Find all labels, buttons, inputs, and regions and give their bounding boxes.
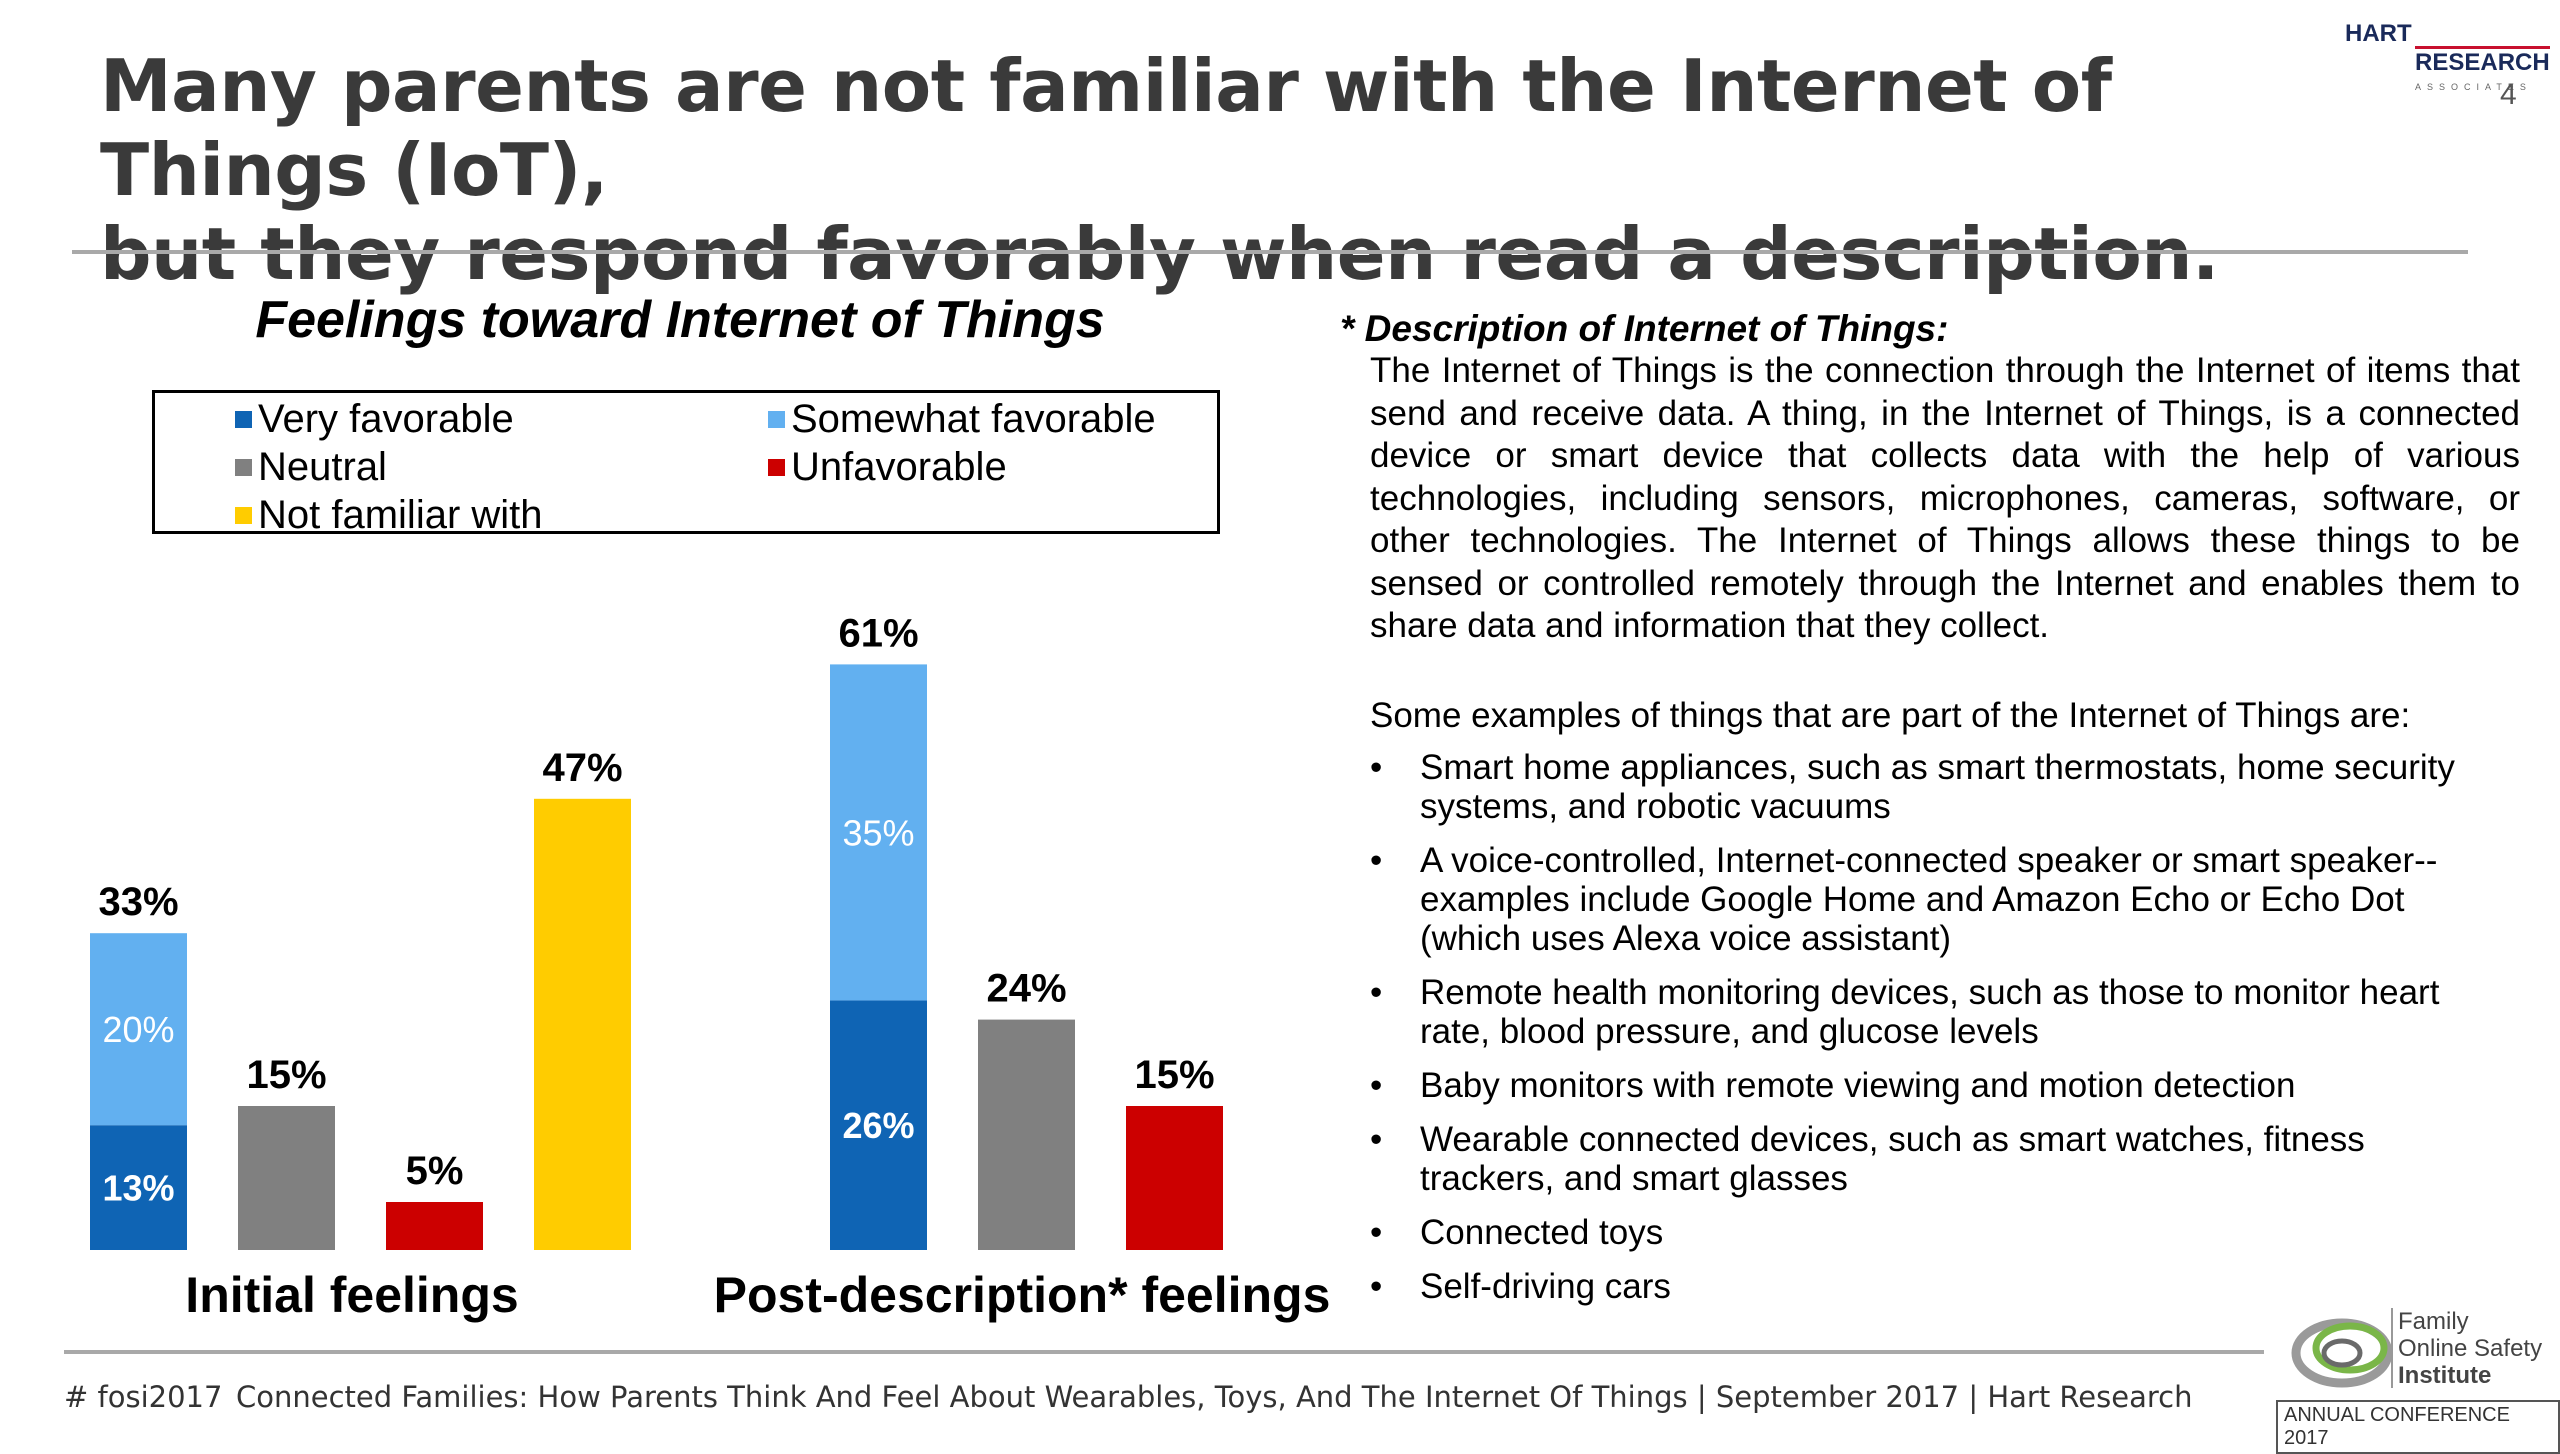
- legend-item-not-familiar: Not familiar with: [235, 491, 543, 539]
- bullet-icon: •: [1370, 748, 1383, 787]
- bar-total-label: 15%: [246, 1053, 326, 1097]
- bar-chart: 13% 20% 33% 15% 5% 47% Initial feelings 26% 35% 6…: [90, 611, 1331, 1323]
- legend-swatch: [235, 411, 252, 428]
- segment-data-label: 13%: [102, 1168, 174, 1209]
- example-text: Remote health monitoring devices, such a…: [1420, 973, 2440, 1051]
- legend-label: Very favorable: [258, 397, 514, 441]
- examples-intro: Some examples of things that are part of…: [1370, 696, 2411, 735]
- footer-divider: [64, 1350, 2264, 1354]
- example-text: Smart home appliances, such as smart the…: [1420, 748, 2455, 826]
- bar-total-label: 33%: [98, 880, 178, 924]
- legend-swatch: [235, 507, 252, 524]
- bar-total-label: 5%: [406, 1149, 464, 1193]
- list-item: • Wearable connected devices, such as sma…: [1370, 1120, 2500, 1198]
- segment-data-label: 26%: [842, 1105, 914, 1146]
- list-item: • Remote health monitoring devices, such …: [1370, 973, 2500, 1051]
- list-item: • Self-driving cars: [1370, 1267, 2500, 1306]
- segment-data-label: 35%: [842, 812, 914, 853]
- legend-item-very-favorable: Very favorable: [235, 395, 514, 443]
- title-line-2: but they respond favorably when read a d…: [100, 212, 2219, 296]
- fosi-logo-icon: [2291, 1308, 2393, 1388]
- fosi-name-line-1: Family: [2398, 1308, 2469, 1335]
- legend-label: Neutral: [258, 445, 387, 489]
- example-text: Connected toys: [1420, 1213, 1664, 1252]
- example-text: Baby monitors with remote viewing and mo…: [1420, 1066, 2296, 1105]
- legend-item-neutral: Neutral: [235, 443, 387, 491]
- fosi-name-line-2: Online Safety: [2398, 1335, 2543, 1362]
- category-axis-label: Initial feelings: [185, 1267, 518, 1323]
- chart-legend: Very favorable Somewhat favorable Neutra…: [152, 390, 1220, 537]
- example-text: A voice-controlled, Internet-connected s…: [1420, 841, 2438, 958]
- fosi-name-line-3: Institute: [2398, 1362, 2492, 1389]
- footer-citation: Connected Families: How Parents Think An…: [236, 1380, 2193, 1414]
- legend-swatch: [768, 459, 785, 476]
- bar-segment: [238, 1106, 335, 1250]
- examples-list: • Smart home appliances, such as smart th…: [1370, 748, 2500, 1321]
- bar-total-label: 47%: [542, 746, 622, 790]
- bar-segment: [830, 664, 927, 1001]
- page-title: Many parents are not familiar with the I…: [100, 44, 2300, 296]
- list-item: • Smart home appliances, such as smart th…: [1370, 748, 2500, 826]
- bar-total-label: 15%: [1134, 1053, 1214, 1097]
- description-heading: * Description of Internet of Things:: [1340, 308, 1949, 349]
- bar-segment: [1126, 1106, 1223, 1250]
- example-text: Self-driving cars: [1420, 1267, 1671, 1306]
- fosi-name: Family Online Safety Institute: [2398, 1308, 2542, 1389]
- bar-segment: [386, 1202, 483, 1250]
- category-axis-label: Post-description* feelings: [714, 1267, 1331, 1323]
- bullet-icon: •: [1370, 973, 1383, 1012]
- bar-total-label: 24%: [986, 967, 1066, 1011]
- logo-line-1: HART: [2345, 20, 2412, 47]
- legend-label: Unfavorable: [791, 445, 1007, 489]
- list-item: • Baby monitors with remote viewing and m…: [1370, 1066, 2500, 1105]
- bar-segment: [534, 798, 631, 1250]
- legend-label: Somewhat favorable: [791, 397, 1156, 441]
- logo-line-2: RESEARCH: [2415, 46, 2550, 75]
- page-number: 4: [2500, 78, 2517, 111]
- logo-line-3: ASSOCIATES: [2415, 82, 2532, 92]
- bar-segment: [90, 933, 187, 1126]
- bullet-icon: •: [1370, 1066, 1383, 1105]
- hart-research-logo: HART RESEARCH ASSOCIATES: [2345, 22, 2550, 99]
- chart-title: Feelings toward Internet of Things: [255, 291, 1105, 349]
- bar-segment: [90, 1125, 187, 1250]
- conference-badge: ANNUAL CONFERENCE 2017: [2276, 1400, 2560, 1454]
- legend-swatch: [235, 459, 252, 476]
- description-body: The Internet of Things is the connection…: [1370, 351, 2520, 645]
- bullet-icon: •: [1370, 1267, 1383, 1306]
- bar-segment: [978, 1019, 1075, 1250]
- bar-segment: [830, 1000, 927, 1250]
- legend-item-unfavorable: Unfavorable: [768, 443, 1007, 491]
- bullet-icon: •: [1370, 1120, 1383, 1159]
- bar-total-label: 61%: [838, 611, 918, 655]
- title-line-1: Many parents are not familiar with the I…: [100, 44, 2112, 212]
- bullet-icon: •: [1370, 841, 1383, 880]
- header-divider: [72, 250, 2468, 254]
- example-text: Wearable connected devices, such as smar…: [1420, 1120, 2365, 1198]
- footer-hashtag: # fosi2017: [64, 1380, 223, 1414]
- list-item: • Connected toys: [1370, 1213, 2500, 1252]
- legend-swatch: [768, 411, 785, 428]
- legend-label: Not familiar with: [258, 493, 543, 537]
- list-item: • A voice-controlled, Internet-connected …: [1370, 841, 2500, 958]
- bullet-icon: •: [1370, 1213, 1383, 1252]
- legend-item-somewhat-favorable: Somewhat favorable: [768, 395, 1156, 443]
- segment-data-label: 20%: [102, 1009, 174, 1050]
